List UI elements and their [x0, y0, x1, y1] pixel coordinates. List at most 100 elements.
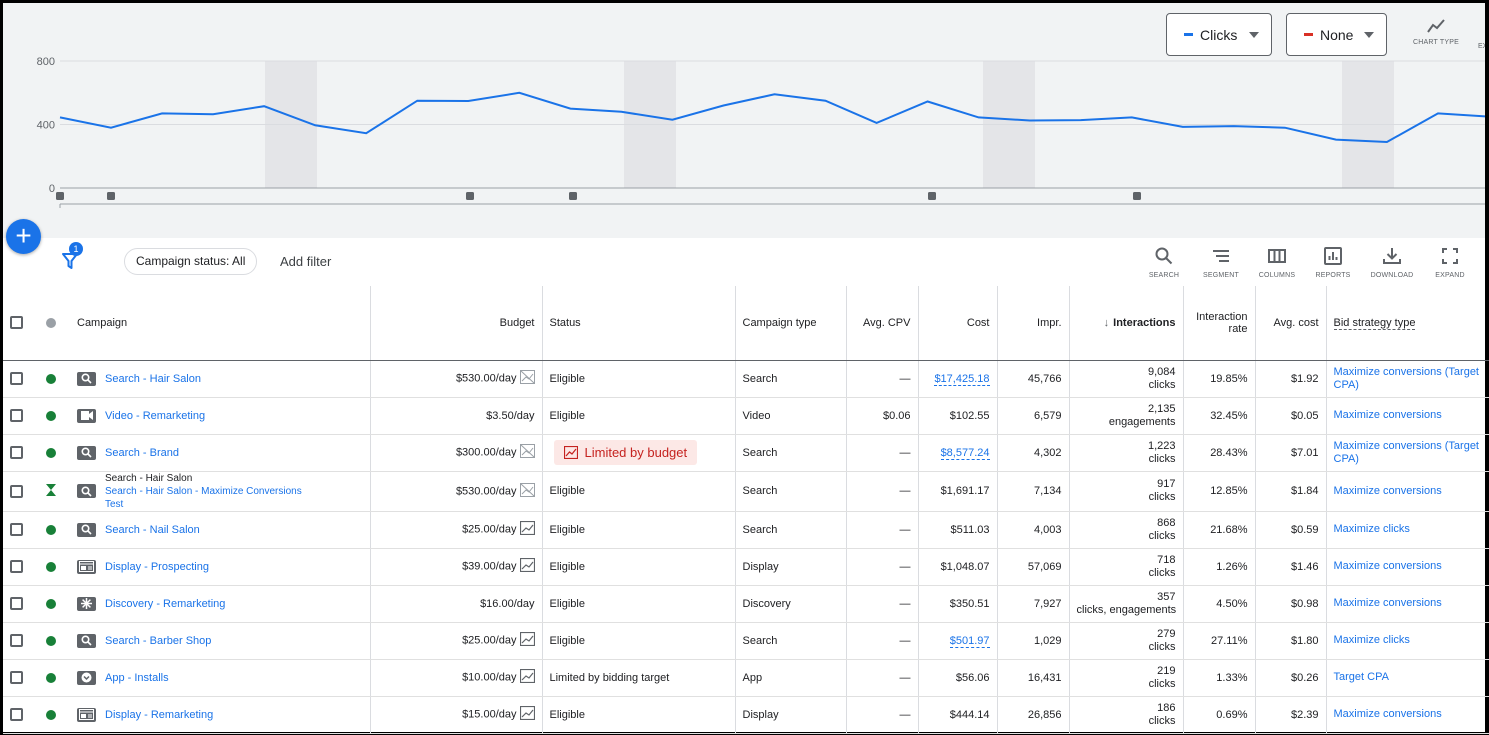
- header-campaign-type[interactable]: Campaign type: [735, 286, 847, 361]
- campaign-row[interactable]: Search - Barber Shop $25.00/day Eligible Se…: [3, 622, 1489, 660]
- campaign-row[interactable]: Search - Hair Salon Search - Hair Salon -…: [3, 471, 1489, 512]
- campaign-cell: Search - Hair Salon Search - Hair Salon -…: [70, 471, 371, 512]
- download-tool-button[interactable]: DOWNLOAD: [1367, 247, 1417, 279]
- budget-value[interactable]: $25.00/day: [462, 634, 517, 647]
- bid-strategy-link[interactable]: Maximize clicks: [1333, 523, 1410, 535]
- cost-value[interactable]: $17,425.18: [934, 372, 990, 386]
- campaign-status-filter-chip[interactable]: Campaign status: All: [124, 248, 258, 275]
- bid-strategy-link[interactable]: Maximize conversions: [1333, 560, 1442, 572]
- row-checkbox[interactable]: [10, 560, 23, 573]
- campaign-row[interactable]: App - Installs $10.00/day Limited by biddi…: [3, 659, 1489, 697]
- expand-chart-label[interactable]: EX: [1478, 43, 1488, 50]
- campaign-name-link[interactable]: App - Installs: [105, 671, 169, 684]
- campaign-row[interactable]: Display - Remarketing $15.00/day Eligible D…: [3, 696, 1489, 734]
- row-checkbox[interactable]: [10, 409, 23, 422]
- header-avg-cost[interactable]: Avg. cost: [1255, 286, 1327, 361]
- limited-by-budget-badge[interactable]: Limited by budget: [553, 440, 698, 465]
- bid-strategy-link[interactable]: Maximize conversions: [1333, 409, 1442, 421]
- budget-report-icon[interactable]: [519, 557, 535, 575]
- status-text: Eligible: [549, 597, 585, 610]
- header-avg-cpv[interactable]: Avg. CPV: [846, 286, 919, 361]
- budget-report-icon[interactable]: [519, 520, 535, 538]
- bid-strategy-link[interactable]: Maximize conversions (Target: [1333, 439, 1480, 452]
- campaign-row[interactable]: Display - Prospecting $39.00/day Eligible D…: [3, 548, 1489, 586]
- metric1-dropdown[interactable]: Clicks: [1166, 13, 1272, 56]
- cost-value[interactable]: $501.97: [949, 634, 990, 648]
- interactions-cell: 357 clicks, engagements: [1069, 585, 1184, 623]
- header-bid-strategy-type[interactable]: Bid strategy type: [1326, 286, 1489, 361]
- budget-report-icon[interactable]: [519, 668, 535, 686]
- campaign-name-link[interactable]: Discovery - Remarketing: [105, 597, 226, 610]
- add-filter-button[interactable]: Add filter: [280, 254, 332, 269]
- row-checkbox[interactable]: [10, 446, 23, 459]
- cost-value[interactable]: $8,577.24: [940, 446, 990, 460]
- row-checkbox[interactable]: [10, 671, 23, 684]
- reports-tool-button[interactable]: REPORTS: [1308, 247, 1358, 279]
- campaign-name-link[interactable]: Search - Hair Salon: [105, 372, 201, 385]
- budget-value[interactable]: $15.00/day: [462, 708, 517, 721]
- row-checkbox[interactable]: [10, 597, 23, 610]
- budget-value[interactable]: $530.00/day: [455, 484, 517, 497]
- campaign-row[interactable]: Video - Remarketing $3.50/day Eligible Vide…: [3, 397, 1489, 435]
- header-interaction-rate[interactable]: Interaction rate: [1183, 286, 1256, 361]
- campaign-row[interactable]: Search - Brand $300.00/day Limited by budg…: [3, 434, 1489, 472]
- header-budget[interactable]: Budget: [370, 286, 542, 361]
- line-chart: 800 400 0: [37, 56, 1485, 208]
- row-checkbox[interactable]: [10, 484, 23, 498]
- bid-strategy-link[interactable]: Maximize conversions: [1333, 708, 1442, 720]
- campaign-name-link[interactable]: Search - Barber Shop: [105, 634, 212, 647]
- metric2-dropdown[interactable]: None: [1286, 13, 1387, 56]
- cost-value: $1,691.17: [940, 485, 990, 497]
- budget-report-disabled-icon[interactable]: [519, 482, 535, 500]
- bid-strategy-link-continued[interactable]: CPA): [1333, 378, 1359, 391]
- campaign-name-link[interactable]: Video - Remarketing: [105, 409, 206, 422]
- campaign-name-link[interactable]: Search - Brand: [105, 446, 179, 459]
- columns-tool-button[interactable]: COLUMNS: [1252, 247, 1302, 279]
- budget-report-icon[interactable]: [519, 631, 535, 649]
- segment-tool-button[interactable]: SEGMENT: [1196, 247, 1246, 279]
- header-interactions[interactable]: ↓ Interactions: [1069, 286, 1184, 361]
- chart-type-button[interactable]: CHART TYPE: [1407, 15, 1465, 46]
- row-checkbox[interactable]: [10, 372, 23, 385]
- campaign-row[interactable]: Search - Hair Salon $530.00/day Eligible Se…: [3, 360, 1489, 398]
- interactions-cell: 279 clicks: [1069, 622, 1184, 660]
- budget-report-disabled-icon[interactable]: [519, 370, 535, 387]
- header-campaign[interactable]: Campaign: [70, 286, 371, 361]
- bid-strategy-link[interactable]: Maximize conversions: [1333, 484, 1442, 497]
- header-cost[interactable]: Cost: [918, 286, 998, 361]
- campaign-name-link[interactable]: Display - Remarketing: [105, 708, 214, 721]
- row-checkbox[interactable]: [10, 708, 23, 721]
- expand-tool-button[interactable]: EXPAND: [1425, 247, 1475, 279]
- bid-strategy-link[interactable]: Maximize conversions: [1333, 597, 1442, 609]
- budget-value[interactable]: $39.00/day: [462, 560, 517, 573]
- campaign-name-link[interactable]: Search - Hair Salon - Maximize Conversio…: [105, 485, 302, 497]
- header-status[interactable]: Status: [541, 286, 736, 361]
- status-text: Eligible: [549, 372, 585, 385]
- budget-value[interactable]: $530.00/day: [455, 372, 517, 385]
- budget-value[interactable]: $25.00/day: [462, 523, 517, 536]
- bid-strategy-link[interactable]: Target CPA: [1333, 671, 1389, 683]
- bid-strategy-link[interactable]: Maximize conversions (Target: [1333, 365, 1480, 378]
- budget-value[interactable]: $300.00/day: [455, 446, 517, 459]
- interaction-rate-cell: 32.45%: [1183, 397, 1256, 435]
- campaign-name-link-continued[interactable]: Test: [105, 498, 124, 510]
- campaign-name-link[interactable]: Display - Prospecting: [105, 560, 209, 573]
- budget-report-disabled-icon[interactable]: [519, 444, 535, 461]
- search-tool-button[interactable]: SEARCH: [1139, 247, 1189, 279]
- select-all-checkbox[interactable]: [10, 316, 23, 330]
- budget-report-icon[interactable]: [519, 705, 535, 723]
- budget-value[interactable]: $16.00/day: [480, 597, 535, 610]
- campaign-row[interactable]: Search - Nail Salon $25.00/day Eligible Sea…: [3, 511, 1489, 549]
- header-impr[interactable]: Impr.: [997, 286, 1070, 361]
- bid-strategy-link-continued[interactable]: CPA): [1333, 452, 1359, 465]
- campaign-name-link[interactable]: Search - Nail Salon: [105, 523, 200, 536]
- row-checkbox[interactable]: [10, 523, 23, 536]
- budget-value[interactable]: $3.50/day: [486, 409, 535, 422]
- budget-value[interactable]: $10.00/day: [462, 671, 517, 684]
- add-campaign-button[interactable]: +: [6, 219, 41, 254]
- interactions-unit: engagements: [1108, 415, 1176, 428]
- row-checkbox[interactable]: [10, 634, 23, 647]
- bid-strategy-link[interactable]: Maximize clicks: [1333, 634, 1410, 646]
- campaign-row[interactable]: Discovery - Remarketing $16.00/day Eligibl…: [3, 585, 1489, 623]
- change-event-marker: [928, 192, 936, 200]
